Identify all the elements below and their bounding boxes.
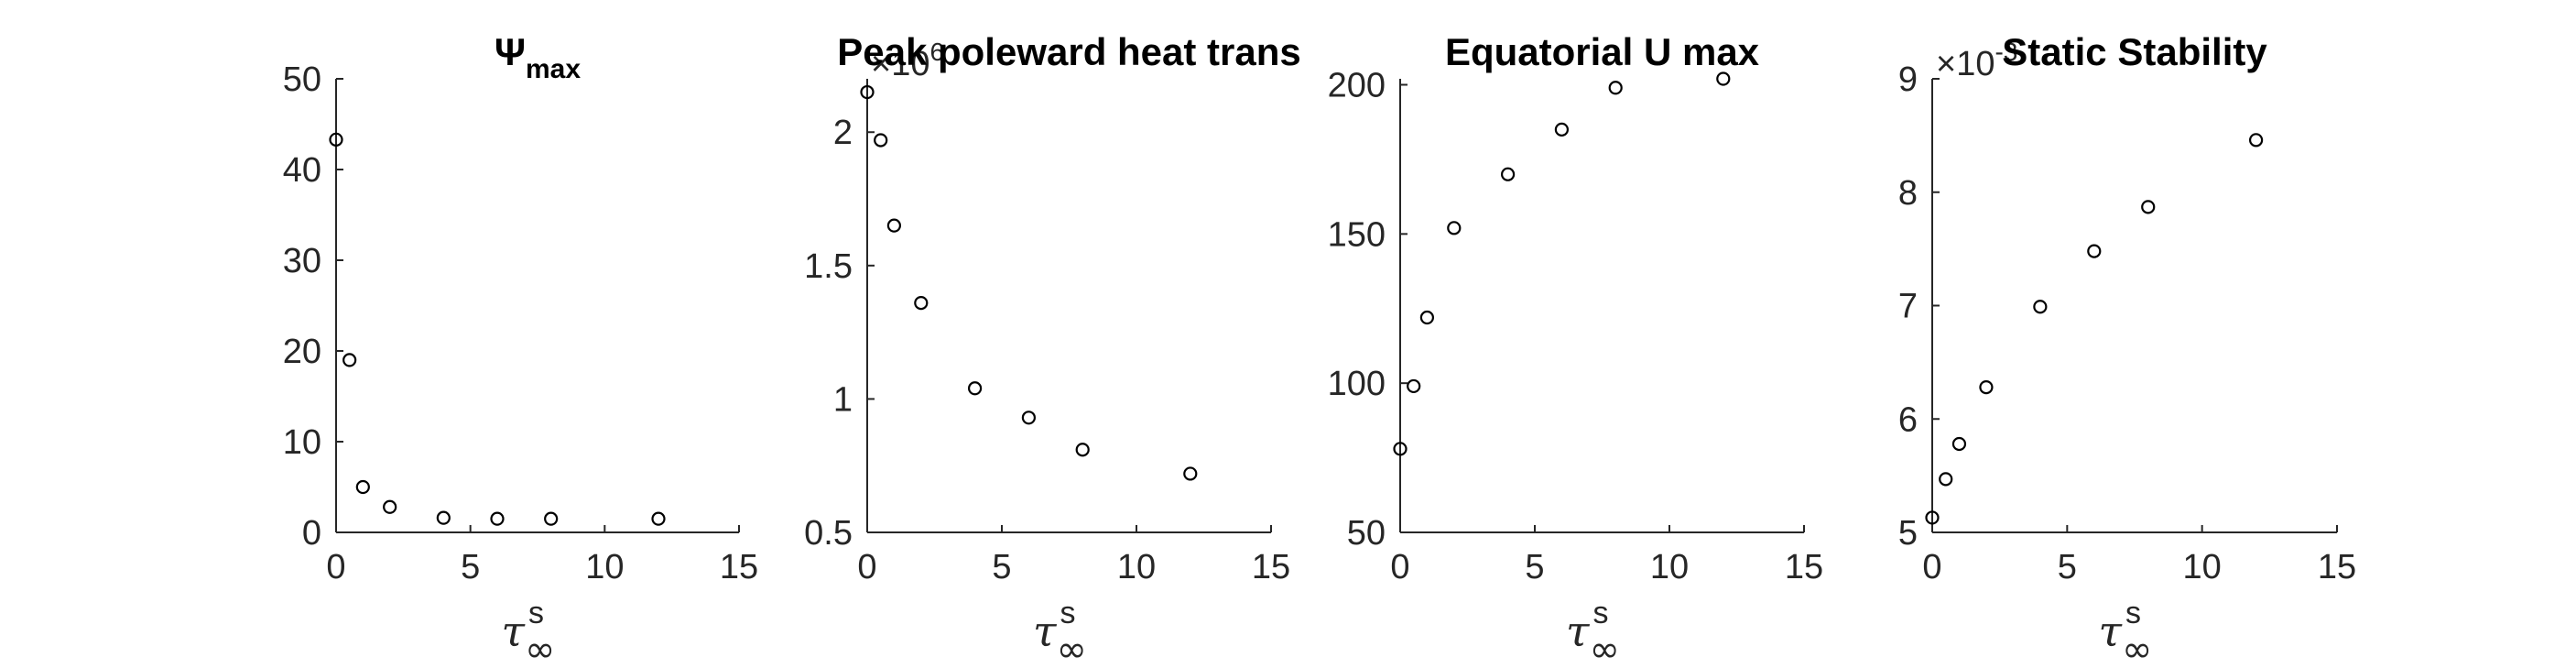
data-point bbox=[2033, 300, 2048, 314]
y-tick-label: 2 bbox=[833, 114, 853, 152]
x-tick-label: 15 bbox=[1785, 548, 1823, 586]
x-tick-label: 0 bbox=[857, 548, 876, 586]
data-point bbox=[2249, 133, 2264, 148]
y-tick-label: 20 bbox=[283, 333, 321, 371]
y-tick-label: 5 bbox=[1898, 514, 1918, 553]
x-tick-label: 5 bbox=[992, 548, 1011, 586]
y-tick-label: 9 bbox=[1898, 60, 1918, 99]
data-point bbox=[1500, 167, 1516, 181]
subplot-title: Peak poleward heat trans bbox=[837, 30, 1301, 73]
x-tick-label: 5 bbox=[461, 548, 480, 586]
axis-multiplier-exponent: 6 bbox=[929, 38, 944, 66]
data-point bbox=[436, 510, 451, 525]
data-point bbox=[1939, 472, 1953, 487]
data-point bbox=[1951, 436, 1967, 452]
x-axis-label-subscript: ∞ bbox=[1590, 629, 1620, 668]
data-point bbox=[914, 295, 929, 311]
data-point bbox=[1021, 411, 1037, 425]
data-point bbox=[342, 353, 357, 367]
subplot-1: 0 5 10 15 0 10 20 30 40 50 Ψmax τ s∞ bbox=[283, 30, 758, 668]
x-tick-label: 10 bbox=[1117, 548, 1156, 586]
x-axis-label-superscript: s bbox=[528, 596, 544, 630]
data-point bbox=[355, 479, 370, 495]
data-point bbox=[1419, 310, 1435, 325]
data-point bbox=[1183, 466, 1198, 481]
data-point bbox=[860, 84, 875, 100]
data-point bbox=[1979, 380, 1994, 395]
y-tick-label: 50 bbox=[1347, 514, 1386, 553]
y-tick-label: 7 bbox=[1898, 288, 1918, 326]
x-tick-label: 15 bbox=[2318, 548, 2356, 586]
data-point bbox=[2087, 244, 2102, 258]
y-tick-label: 50 bbox=[283, 60, 321, 99]
y-tick-label: 200 bbox=[1328, 67, 1386, 105]
y-tick-label: 0 bbox=[302, 514, 321, 553]
data-point bbox=[1608, 81, 1623, 95]
y-tick-label: 150 bbox=[1328, 215, 1386, 254]
subplot-title: Equatorial U max bbox=[1445, 30, 1760, 73]
x-tick-label: 5 bbox=[2058, 548, 2077, 586]
x-tick-label: 0 bbox=[326, 548, 345, 586]
data-point bbox=[490, 511, 505, 526]
y-tick-label: 0.5 bbox=[804, 514, 853, 553]
x-tick-label: 0 bbox=[1922, 548, 1941, 586]
y-tick-label: 40 bbox=[283, 151, 321, 190]
subplot-3: 0 5 10 15 50 100 150 200 Equatorial U max τ s∞ bbox=[1328, 30, 1824, 668]
subplot-title-subscript: max bbox=[526, 54, 581, 84]
x-tick-label: 10 bbox=[1650, 548, 1689, 586]
data-point bbox=[329, 132, 343, 147]
data-point bbox=[1393, 442, 1408, 456]
y-tick-label: 8 bbox=[1898, 174, 1918, 213]
data-point bbox=[1447, 221, 1462, 235]
data-point bbox=[383, 499, 397, 514]
x-axis-label: τ bbox=[1033, 607, 1058, 656]
y-tick-label: 30 bbox=[283, 242, 321, 280]
x-axis-label-subscript: ∞ bbox=[525, 629, 555, 668]
x-tick-label: 15 bbox=[1252, 548, 1290, 586]
x-axis-label-superscript: s bbox=[2125, 596, 2141, 630]
x-axis-label-superscript: s bbox=[1060, 596, 1076, 630]
data-point bbox=[1075, 443, 1090, 457]
data-point bbox=[886, 218, 902, 233]
data-point bbox=[1407, 378, 1421, 394]
y-tick-label: 1 bbox=[833, 380, 853, 419]
subplot-title: Static Stability bbox=[2002, 30, 2267, 73]
data-point bbox=[874, 133, 888, 148]
y-tick-label: 100 bbox=[1328, 365, 1386, 403]
x-axis-label-superscript: s bbox=[1593, 596, 1609, 630]
data-point bbox=[967, 381, 983, 396]
x-axis-label-subscript: ∞ bbox=[1057, 629, 1087, 668]
x-axis-label-subscript: ∞ bbox=[2122, 629, 2152, 668]
x-tick-label: 10 bbox=[585, 548, 624, 586]
x-tick-label: 15 bbox=[720, 548, 758, 586]
x-tick-label: 0 bbox=[1390, 548, 1409, 586]
x-axis-label: τ bbox=[2099, 607, 2124, 656]
data-point bbox=[1716, 71, 1731, 86]
y-tick-label: 6 bbox=[1898, 400, 1918, 439]
data-point bbox=[544, 511, 559, 526]
data-point bbox=[1925, 510, 1940, 525]
subplot-title: Ψmax bbox=[495, 30, 581, 84]
axis-multiplier-exponent: -3 bbox=[1994, 38, 2017, 66]
x-tick-label: 5 bbox=[1525, 548, 1544, 586]
data-point bbox=[651, 511, 666, 526]
data-point bbox=[2141, 200, 2156, 214]
y-tick-label: 1.5 bbox=[804, 247, 853, 286]
x-tick-label: 10 bbox=[2183, 548, 2222, 586]
y-tick-label: 10 bbox=[283, 423, 321, 462]
data-point bbox=[1554, 122, 1570, 137]
x-axis-label: τ bbox=[502, 607, 527, 656]
x-axis-label: τ bbox=[1566, 607, 1591, 656]
